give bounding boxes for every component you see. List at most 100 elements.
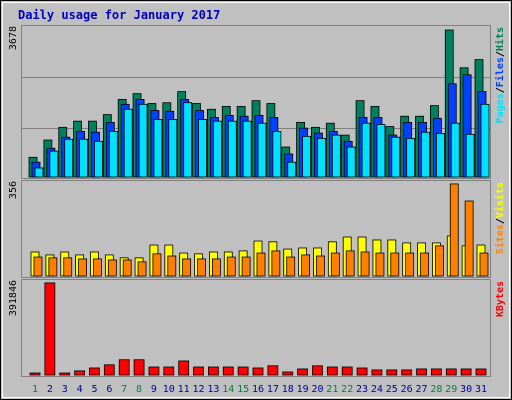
legend: Sites/Visits (494, 182, 506, 254)
bar (312, 365, 323, 376)
x-tick-label: 16 (252, 384, 264, 395)
y-tick-label: 391846 (8, 280, 19, 316)
bar (34, 167, 44, 178)
bar (479, 252, 489, 277)
bar (286, 256, 296, 277)
x-tick-label: 4 (77, 384, 83, 395)
bar (421, 131, 430, 178)
legend-entry: Files (494, 57, 506, 87)
legend-entry: Hits (494, 27, 506, 51)
x-tick-label: 30 (460, 384, 472, 395)
x-tick-label: 11 (178, 384, 190, 395)
bar (420, 252, 429, 277)
bar (78, 258, 87, 277)
legend-separator: / (495, 51, 506, 57)
bar (138, 103, 148, 178)
bar (406, 138, 416, 178)
bar (212, 120, 222, 178)
bar (475, 368, 487, 376)
bar (153, 119, 163, 178)
bar (152, 253, 162, 277)
bar (122, 259, 132, 277)
bar (44, 282, 56, 376)
bar (227, 120, 237, 178)
bar (435, 133, 445, 178)
bar (317, 138, 326, 178)
bar (460, 368, 472, 376)
x-tick-label: 17 (267, 384, 279, 395)
bar (301, 254, 311, 277)
x-tick-label: 27 (416, 384, 428, 395)
legend-entry: KBytes (495, 281, 506, 317)
bar (137, 261, 147, 277)
bar (163, 366, 175, 376)
x-tick-label: 8 (136, 384, 142, 395)
x-tick-label: 20 (311, 384, 323, 395)
bar (222, 366, 234, 376)
bar (297, 368, 309, 376)
bar (272, 131, 282, 178)
bar (183, 102, 193, 178)
x-tick-label: 28 (430, 384, 442, 395)
bar (207, 366, 219, 376)
bar (103, 364, 115, 376)
bar (89, 367, 100, 376)
bar (252, 367, 264, 376)
bar (464, 200, 474, 277)
bar (49, 150, 59, 178)
bar (480, 103, 490, 178)
bar (345, 250, 355, 277)
bar (133, 359, 145, 376)
bar (390, 252, 400, 277)
bar (361, 122, 371, 178)
bar (257, 122, 267, 178)
bar (445, 368, 457, 376)
x-tick-label: 15 (237, 384, 249, 395)
bar (341, 366, 353, 376)
bar (197, 258, 206, 277)
y-tick-label: 356 (8, 181, 19, 199)
bar (449, 183, 459, 277)
bar (211, 258, 221, 277)
x-tick-label: 29 (445, 384, 457, 395)
bar (33, 256, 43, 277)
bar (267, 365, 279, 376)
x-tick-label: 7 (121, 384, 127, 395)
bar (356, 367, 368, 376)
bar (376, 124, 386, 178)
bar (302, 135, 312, 178)
bar (346, 146, 356, 178)
panel-bottom (21, 279, 491, 377)
bar (182, 258, 192, 277)
legend-entry: Visits (494, 182, 506, 218)
x-tick-label: 26 (401, 384, 413, 395)
bar (64, 138, 74, 178)
bar (416, 368, 427, 376)
x-tick-label: 25 (386, 384, 398, 395)
bar (401, 369, 413, 376)
x-tick-label: 23 (356, 384, 368, 395)
bar (434, 245, 444, 277)
x-tick-label: 24 (371, 384, 383, 395)
x-tick-label: 5 (91, 384, 97, 395)
bar (48, 257, 58, 277)
x-tick-label: 31 (475, 384, 487, 395)
x-tick-label: 21 (326, 384, 338, 395)
bar (29, 372, 41, 376)
bar (465, 133, 475, 178)
bar (330, 252, 340, 277)
bar (226, 256, 236, 277)
bar (391, 136, 401, 178)
legend-separator: / (495, 218, 506, 224)
bar (107, 259, 117, 277)
x-tick-label: 3 (62, 384, 68, 395)
bar (326, 366, 338, 376)
legend: KBytes (495, 281, 506, 317)
bar (371, 369, 383, 376)
bar (386, 369, 398, 376)
bar (405, 252, 415, 277)
chart-title: Daily usage for January 2017 (18, 8, 220, 22)
bar (167, 255, 177, 277)
